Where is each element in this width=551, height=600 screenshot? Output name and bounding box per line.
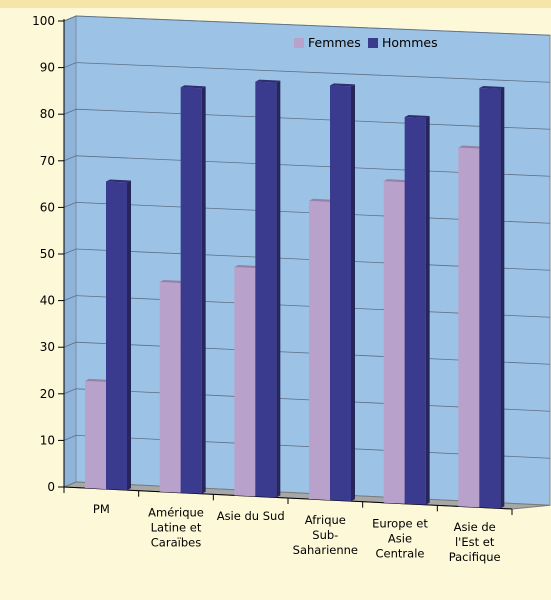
bar-hommes [330, 83, 355, 502]
legend: Femmes Hommes [294, 35, 438, 50]
bar-hommes [255, 79, 281, 498]
y-tick-label: 0 [47, 480, 55, 494]
bars [85, 79, 505, 509]
top-strip [0, 0, 551, 8]
x-axis: PM Amérique Latine et Caraïbes Asie du Sud Af… [63, 486, 513, 564]
y-tick-label: 40 [40, 294, 55, 308]
y-tick-label: 20 [40, 387, 55, 401]
y-tick-label: 100 [32, 14, 55, 28]
legend-label: Hommes [382, 35, 438, 50]
y-tick-label: 10 [40, 433, 55, 447]
y-tick-label: 50 [40, 247, 55, 261]
bar-hommes [404, 114, 430, 505]
y-tick-label: 90 [40, 61, 55, 75]
y-tick-label: 70 [40, 154, 55, 168]
gridline [63, 108, 551, 130]
x-tick-label: Asie de l'Est et Pacifique [449, 520, 501, 564]
y-tick-label: 80 [40, 107, 55, 121]
bar-hommes [106, 179, 131, 491]
gridline [63, 62, 551, 83]
bar-hommes [479, 85, 505, 509]
y-axis: 0 10 20 30 40 50 60 70 80 90 100 [32, 14, 65, 494]
bar-hommes [180, 85, 206, 494]
x-tick-label: Asie du Sud [217, 509, 285, 523]
y-tick-label: 30 [40, 340, 55, 354]
legend-swatch [294, 38, 304, 48]
legend-label: Femmes [308, 35, 361, 50]
x-tick-label: Amérique Latine et Caraïbes [148, 506, 204, 550]
x-tick-label: Europe et Asie Centrale [372, 517, 428, 561]
legend-swatch [368, 38, 378, 48]
gridline [63, 155, 551, 177]
gridline [63, 15, 551, 36]
x-tick-label: PM [93, 502, 110, 516]
x-tick-label: Afrique Sub-Saharienne [293, 513, 358, 557]
y-tick-label: 60 [40, 200, 55, 214]
